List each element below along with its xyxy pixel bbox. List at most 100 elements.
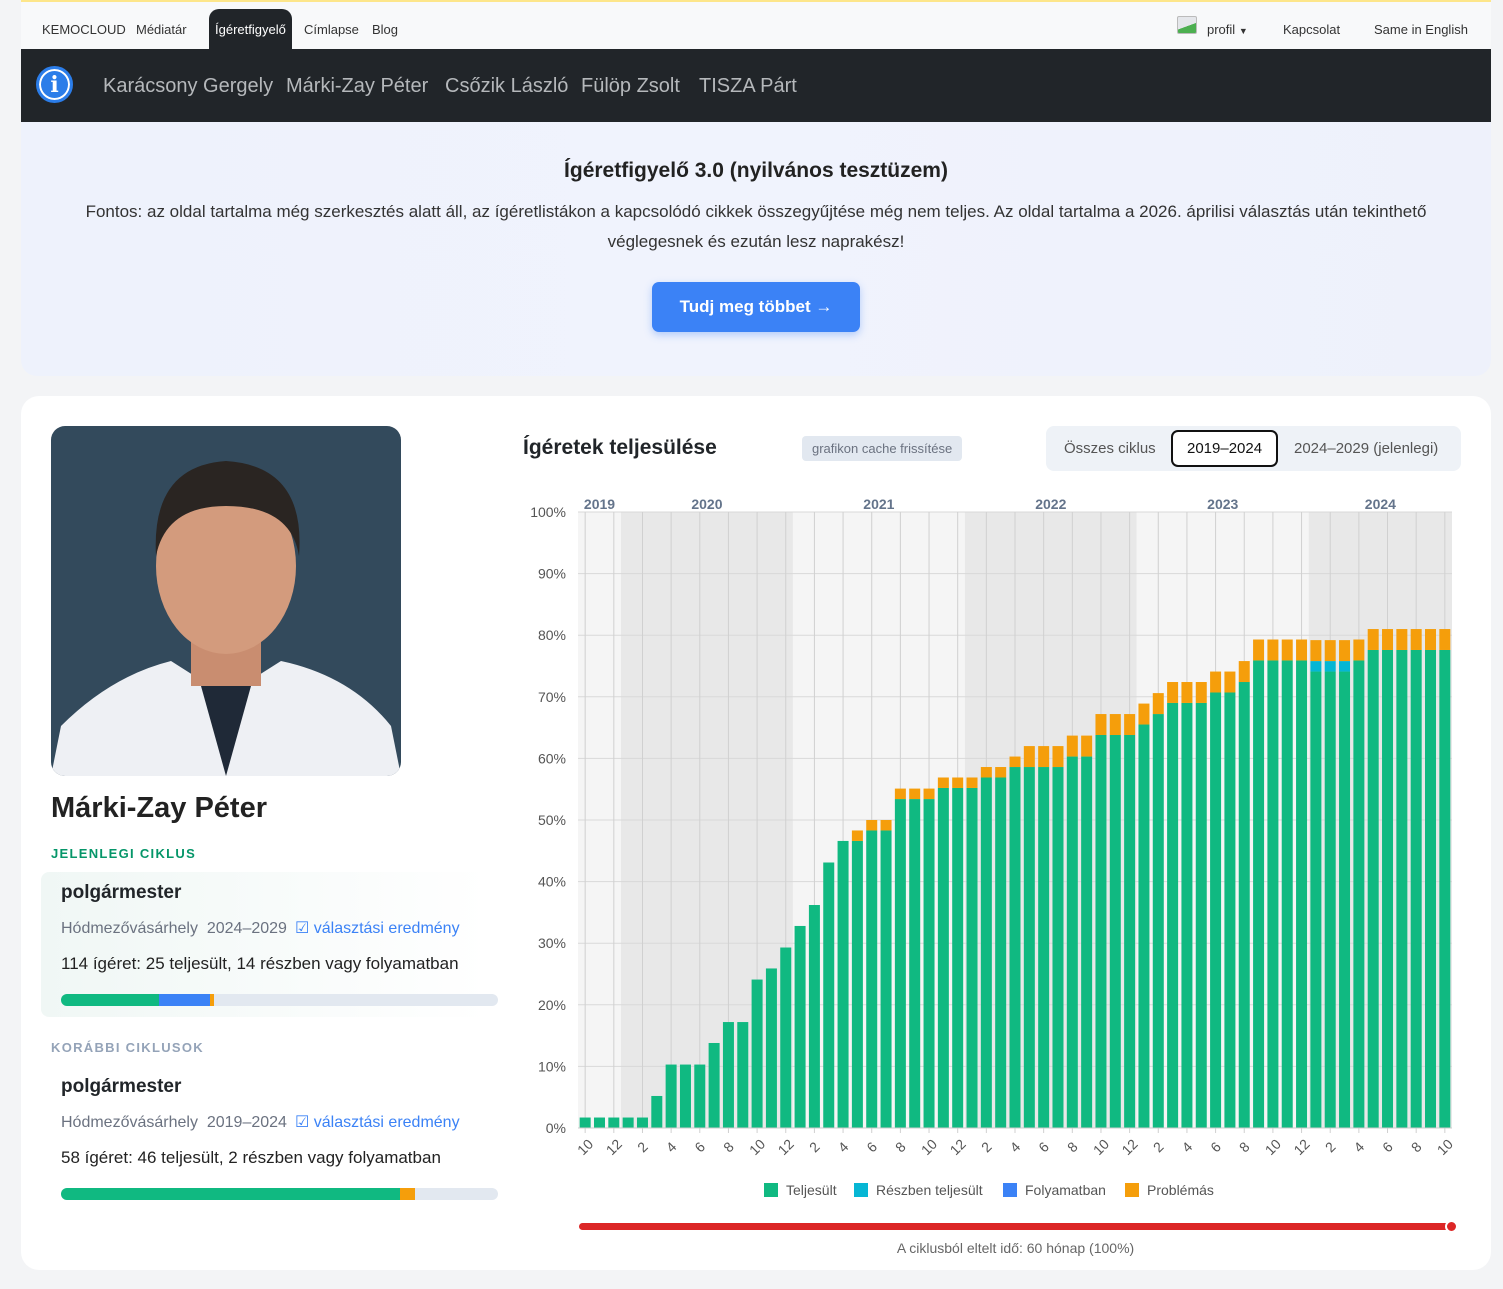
x-tick-label: 12 (1290, 1136, 1312, 1158)
election-result-link[interactable]: ☑ választási eredmény (295, 920, 460, 937)
x-tick-label: 2 (1150, 1138, 1167, 1155)
bar-segment (1296, 639, 1308, 661)
bar-segment (1195, 702, 1207, 1128)
bar-segment (1253, 660, 1265, 1128)
y-tick-label: 80% (538, 627, 566, 643)
nav-kemocloud[interactable]: KEMOCLOUD (42, 22, 126, 37)
bar-segment (1152, 693, 1164, 715)
bar-segment (1081, 735, 1093, 757)
tab-2019-2024[interactable]: 2019–2024 (1171, 430, 1279, 467)
bar-segment (923, 788, 935, 800)
cycle-stats: 58 ígéret: 46 teljesült, 2 részben vagy … (61, 1148, 441, 1167)
slider-handle[interactable] (1445, 1220, 1458, 1233)
bar-segment (1367, 629, 1379, 650)
election-result-link[interactable]: ☑ választási eredmény (295, 1114, 460, 1131)
legend-swatch (1125, 1183, 1139, 1197)
bar-segment (1066, 756, 1078, 1128)
bar-segment (679, 1064, 691, 1128)
progress-folyamatban (158, 994, 210, 1006)
legend-problemas[interactable]: Problémás (1125, 1182, 1214, 1198)
bar-segment (1009, 767, 1021, 1128)
politician-link[interactable]: Fülöp Zsolt (581, 75, 680, 97)
bar-segment (1210, 671, 1222, 693)
bar-segment (1396, 629, 1408, 650)
x-tick-label: 8 (1064, 1138, 1081, 1155)
politician-card: Márki-Zay Péter JELENLEGI CIKLUS polgárm… (21, 396, 1491, 1270)
cache-refresh-button[interactable]: grafikon cache frissítése (802, 436, 963, 461)
learn-more-button[interactable]: Tudj meg többet → (651, 282, 861, 332)
current-cycle-label: JELENLEGI CIKLUS (51, 846, 197, 861)
bar-segment (780, 947, 792, 1128)
bar-segment (1052, 746, 1064, 768)
bar-segment (1052, 767, 1064, 1128)
bar-segment (622, 1117, 634, 1128)
legend-teljesult[interactable]: Teljesült (764, 1182, 837, 1198)
cycle-progress-bar (61, 1188, 498, 1200)
nav-blog[interactable]: Blog (372, 22, 399, 37)
info-icon[interactable]: i (36, 66, 73, 103)
caret-down-icon: ▼ (1238, 26, 1248, 36)
bar-segment (636, 1117, 648, 1128)
legend-label: Teljesült (786, 1182, 837, 1198)
nav-cimlapse[interactable]: Címlapse (304, 22, 359, 37)
x-tick-label: 4 (663, 1138, 680, 1155)
politician-link[interactable]: Karácsony Gergely (103, 75, 274, 97)
bar-segment (1339, 661, 1351, 672)
x-tick-label: 6 (691, 1138, 708, 1155)
bar-segment (1109, 734, 1121, 1128)
bar-segment (952, 787, 964, 1128)
bar-segment (651, 1095, 663, 1128)
bar-segment (1224, 671, 1236, 693)
politician-link[interactable]: Csőzik László (445, 75, 569, 97)
x-tick-label: 10 (746, 1136, 768, 1158)
bar-segment (1339, 671, 1351, 1128)
bar-segment (1152, 714, 1164, 1128)
legend-reszben[interactable]: Részben teljesült (854, 1182, 983, 1198)
cycle-stats: 114 ígéret: 25 teljesült, 14 részben vag… (61, 954, 459, 973)
nav-mediatar[interactable]: Médiatár (136, 22, 187, 37)
bar-segment (995, 777, 1007, 1128)
politician-link[interactable]: Márki-Zay Péter (286, 75, 429, 97)
x-tick-label: 6 (1207, 1138, 1224, 1155)
profile-dropdown[interactable]: profil ▼ (1207, 22, 1248, 37)
bar-segment (937, 787, 949, 1128)
election-result-label: választási eredmény (313, 920, 460, 937)
bar-segment (952, 777, 964, 788)
x-tick-label: 4 (835, 1138, 852, 1155)
bar-segment (880, 830, 892, 1128)
bar-segment (1095, 714, 1107, 735)
tab-2024-2029[interactable]: 2024–2029 (jelenlegi) (1294, 440, 1439, 457)
bar-segment (1181, 682, 1193, 703)
legend-swatch (1003, 1183, 1017, 1197)
x-tick-label: 10 (1090, 1136, 1112, 1158)
bar-segment (737, 1022, 749, 1128)
bar-segment (909, 799, 921, 1128)
bar-segment (980, 777, 992, 1128)
y-tick-label: 30% (538, 935, 566, 951)
nav-kapcsolat[interactable]: Kapcsolat (1283, 22, 1341, 37)
politician-link[interactable]: TISZA Párt (699, 75, 797, 97)
bar-segment (1296, 660, 1308, 1128)
x-tick-label: 2 (806, 1138, 823, 1155)
legend-folyamatban[interactable]: Folyamatban (1003, 1182, 1106, 1198)
y-tick-label: 100% (530, 504, 566, 520)
top-navbar: KEMOCLOUD Médiatár Ígéretfigyelő Címlaps… (21, 0, 1491, 51)
bar-segment (909, 788, 921, 800)
politician-name: Márki-Zay Péter (51, 792, 267, 824)
bar-segment (1181, 702, 1193, 1128)
bar-segment (894, 788, 906, 800)
bar-segment (866, 830, 878, 1128)
cycle-role: polgármester (61, 882, 182, 903)
x-tick-label: 2 (1322, 1138, 1339, 1155)
election-result-label: választási eredmény (313, 1114, 460, 1131)
nav-igeretfigyelo[interactable]: Ígéretfigyelő (209, 9, 292, 51)
y-tick-label: 60% (538, 750, 566, 766)
cycle-time-slider[interactable] (579, 1220, 1458, 1233)
bar-segment (823, 862, 835, 1128)
bar-segment (1353, 639, 1365, 661)
tab-all-cycles[interactable]: Összes ciklus (1064, 440, 1156, 457)
nav-english[interactable]: Same in English (1374, 22, 1468, 37)
bar-segment (1138, 724, 1150, 1128)
cycle-progress-bar (61, 994, 498, 1006)
year-label: 2021 (863, 496, 894, 512)
